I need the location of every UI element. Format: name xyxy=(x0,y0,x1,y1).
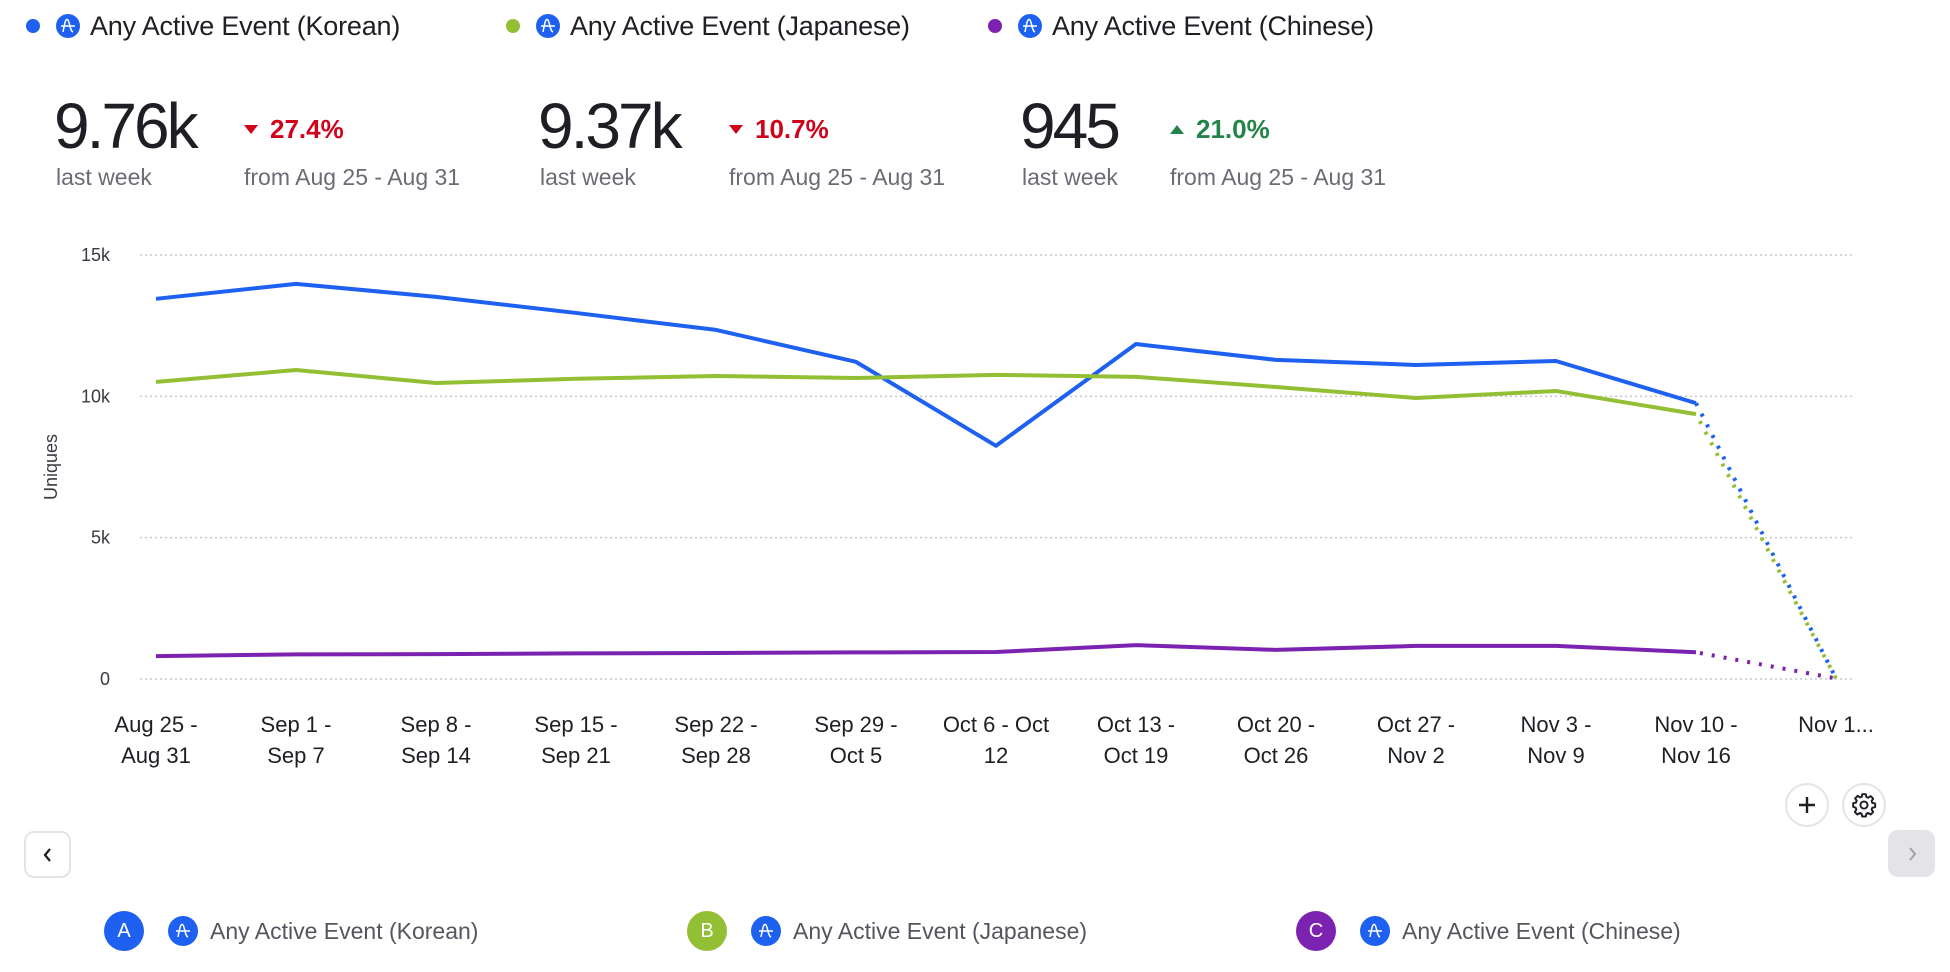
kpi-value: 9.37k xyxy=(538,90,683,162)
kpi-value: 945 xyxy=(1020,90,1121,162)
trend-down-icon xyxy=(729,125,743,134)
x-tick-label: Nov 1... xyxy=(1798,712,1874,737)
legend-label: Any Active Event (Japanese) xyxy=(570,10,910,41)
segment-label: Any Active Event (Korean) xyxy=(210,917,479,944)
segment-label: Any Active Event (Chinese) xyxy=(1402,917,1681,944)
x-tick-label: Sep 1 -Sep 7 xyxy=(261,712,332,768)
settings-button[interactable] xyxy=(1842,783,1886,827)
kpi-comparison: from Aug 25 - Aug 31 xyxy=(244,164,461,190)
x-tick-label: Oct 20 -Oct 26 xyxy=(1237,712,1315,768)
series-line-incomplete xyxy=(1694,402,1838,680)
legend-item-korean[interactable]: Any Active Event (Korean) xyxy=(26,8,400,44)
segment-legend-item-c[interactable]: C Any Active Event (Chinese) xyxy=(1296,910,1681,952)
series-korean[interactable] xyxy=(155,281,1838,680)
kpi-change: 10.7% xyxy=(729,114,829,145)
kpi-change: 21.0% xyxy=(1170,114,1270,145)
x-tick-label: Nov 10 -Nov 16 xyxy=(1654,712,1737,768)
previous-button[interactable] xyxy=(24,831,71,878)
x-tick-label: Aug 25 -Aug 31 xyxy=(114,712,197,768)
gear-icon xyxy=(1852,793,1877,818)
kpi-change-value: 27.4% xyxy=(270,114,344,144)
amplitude-event-icon xyxy=(56,14,80,38)
trend-down-icon xyxy=(244,125,258,134)
series-line-incomplete xyxy=(1694,413,1838,680)
next-button[interactable] xyxy=(1888,830,1935,877)
series-color-dot xyxy=(26,19,40,33)
x-tick-label: Sep 22 -Sep 28 xyxy=(674,712,757,768)
segment-badge: A xyxy=(104,911,144,951)
kpi-change-value: 10.7% xyxy=(755,114,829,144)
chevron-left-icon xyxy=(43,847,51,862)
y-tick-label: 0 xyxy=(100,669,110,689)
series-chinese[interactable] xyxy=(155,643,1837,681)
kpi-comparison: from Aug 25 - Aug 31 xyxy=(1170,164,1387,190)
y-tick-label: 15k xyxy=(81,245,111,265)
gridlines xyxy=(140,254,1852,680)
series-line xyxy=(155,281,1697,448)
y-tick-label: 5k xyxy=(91,528,111,548)
series-color-dot xyxy=(506,19,520,33)
series-japanese[interactable] xyxy=(155,368,1838,680)
amplitude-event-icon xyxy=(1360,916,1390,946)
amplitude-event-icon xyxy=(751,916,781,946)
chevron-right-icon xyxy=(1908,846,1916,861)
kpi-value: 9.76k xyxy=(54,90,199,162)
segment-badge: B xyxy=(687,911,727,951)
kpi-comparison: from Aug 25 - Aug 31 xyxy=(729,164,946,190)
amplitude-event-icon xyxy=(1018,14,1042,38)
x-tick-label: Oct 27 -Nov 2 xyxy=(1377,712,1455,768)
segment-legend-item-b[interactable]: B Any Active Event (Japanese) xyxy=(687,910,1087,952)
kpi-period: last week xyxy=(56,164,152,190)
add-button[interactable] xyxy=(1785,783,1829,827)
segment-legend-item-a[interactable]: A Any Active Event (Korean) xyxy=(104,910,478,952)
series-line xyxy=(155,368,1697,417)
legend-label: Any Active Event (Chinese) xyxy=(1052,10,1374,41)
series-color-dot xyxy=(988,19,1002,33)
x-tick-label: Oct 13 -Oct 19 xyxy=(1097,712,1175,768)
segment-badge: C xyxy=(1296,911,1336,951)
kpi-change-value: 21.0% xyxy=(1196,114,1270,144)
legend-item-japanese[interactable]: Any Active Event (Japanese) xyxy=(506,8,910,44)
y-axis: 0 5k 10k 15k xyxy=(81,245,111,689)
x-tick-label: Sep 29 -Oct 5 xyxy=(814,712,897,768)
plus-icon xyxy=(1799,797,1815,813)
kpi-period: last week xyxy=(540,164,636,190)
x-tick-label: Sep 8 -Sep 14 xyxy=(401,712,472,768)
y-tick-label: 10k xyxy=(81,386,111,406)
x-tick-label: Sep 15 -Sep 21 xyxy=(534,712,617,768)
series-lines xyxy=(155,281,1838,681)
y-axis-title: Uniques xyxy=(41,434,61,500)
series-line-incomplete xyxy=(1695,650,1837,681)
amplitude-event-icon xyxy=(536,14,560,38)
kpi-change: 27.4% xyxy=(244,114,344,145)
kpi-period: last week xyxy=(1022,164,1118,190)
legend-label: Any Active Event (Korean) xyxy=(90,10,401,41)
trend-up-icon xyxy=(1170,125,1184,134)
segment-label: Any Active Event (Japanese) xyxy=(793,917,1088,944)
chart-legend: Any Active Event (Korean) Any Active Eve… xyxy=(0,8,1950,44)
series-line xyxy=(155,643,1697,659)
x-axis: Aug 25 -Aug 31 Sep 1 -Sep 7 Sep 8 -Sep 14 S… xyxy=(114,712,1873,768)
legend-item-chinese[interactable]: Any Active Event (Chinese) xyxy=(988,8,1374,44)
x-tick-label: Oct 6 - Oct 12 xyxy=(943,712,1049,768)
amplitude-event-icon xyxy=(168,916,198,946)
x-tick-label: Nov 3 -Nov 9 xyxy=(1521,712,1592,768)
